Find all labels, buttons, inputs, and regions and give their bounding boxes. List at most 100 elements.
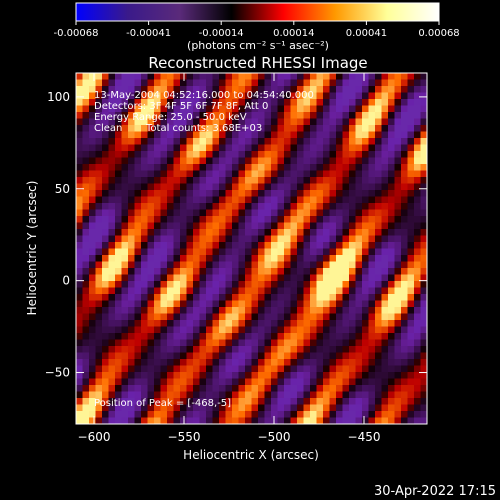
heatmap-cell bbox=[401, 125, 409, 133]
heatmap-cell bbox=[407, 157, 415, 165]
heatmap-cell bbox=[303, 320, 311, 328]
heatmap-cell bbox=[89, 359, 97, 367]
heatmap-cell bbox=[232, 216, 240, 224]
heatmap-cell bbox=[264, 326, 272, 334]
heatmap-cell bbox=[238, 326, 246, 334]
heatmap-cell bbox=[115, 352, 123, 360]
heatmap-cell bbox=[284, 177, 292, 185]
heatmap-cell bbox=[407, 79, 415, 87]
heatmap-cell bbox=[303, 112, 311, 120]
heatmap-cell bbox=[388, 365, 396, 373]
heatmap-cell bbox=[401, 196, 409, 204]
heatmap-cell bbox=[167, 417, 175, 424]
heatmap-cell bbox=[82, 359, 90, 367]
colorbar-tick-label: 0.00041 bbox=[346, 28, 387, 39]
heatmap-cell bbox=[141, 346, 149, 354]
heatmap-cell bbox=[284, 138, 292, 146]
heatmap-cell bbox=[89, 79, 97, 87]
heatmap-cell bbox=[186, 307, 194, 315]
heatmap-cell bbox=[342, 190, 350, 198]
heatmap-cell bbox=[141, 339, 149, 347]
heatmap-cell bbox=[381, 138, 389, 146]
heatmap-cell bbox=[238, 118, 246, 126]
heatmap-cell bbox=[323, 203, 331, 211]
heatmap-cell bbox=[362, 157, 370, 165]
heatmap-cell bbox=[180, 300, 188, 308]
heatmap-cell bbox=[219, 177, 227, 185]
heatmap-cell bbox=[381, 339, 389, 347]
heatmap-cell bbox=[225, 86, 233, 94]
heatmap-cell bbox=[173, 294, 181, 302]
heatmap-cell bbox=[128, 411, 136, 419]
heatmap-cell bbox=[336, 378, 344, 386]
heatmap-cell bbox=[128, 99, 136, 107]
heatmap-cell bbox=[349, 151, 357, 159]
heatmap-cell bbox=[186, 287, 194, 295]
heatmap-cell bbox=[206, 372, 214, 380]
heatmap-cell bbox=[362, 255, 370, 263]
heatmap-cell bbox=[271, 248, 279, 256]
heatmap-cell bbox=[420, 313, 427, 321]
heatmap-cell bbox=[258, 86, 266, 94]
heatmap-cell bbox=[245, 118, 253, 126]
heatmap-cell bbox=[342, 79, 350, 87]
heatmap-cell bbox=[121, 320, 129, 328]
heatmap-cell bbox=[160, 235, 168, 243]
heatmap-cell bbox=[290, 326, 298, 334]
heatmap-cell bbox=[89, 131, 97, 139]
heatmap-cell bbox=[401, 183, 409, 191]
heatmap-cell bbox=[89, 404, 97, 412]
heatmap-cell bbox=[407, 404, 415, 412]
heatmap-cell bbox=[206, 222, 214, 230]
heatmap-cell bbox=[297, 177, 305, 185]
heatmap-cell bbox=[173, 365, 181, 373]
heatmap-cell bbox=[316, 268, 324, 276]
heatmap-cell bbox=[290, 105, 298, 113]
heatmap-cell bbox=[160, 411, 168, 419]
heatmap-cell bbox=[76, 86, 84, 94]
heatmap-cell bbox=[141, 333, 149, 341]
heatmap-cell bbox=[329, 359, 337, 367]
heatmap-cell bbox=[264, 281, 272, 289]
heatmap-cell bbox=[95, 274, 103, 282]
heatmap-cell bbox=[102, 190, 110, 198]
heatmap-cell bbox=[121, 131, 129, 139]
heatmap-cell bbox=[95, 411, 103, 419]
heatmap-cell bbox=[310, 391, 318, 399]
heatmap-cell bbox=[193, 268, 201, 276]
heatmap-cell bbox=[394, 144, 402, 152]
heatmap-cell bbox=[193, 294, 201, 302]
heatmap-cell bbox=[147, 125, 155, 133]
heatmap-cell bbox=[284, 242, 292, 250]
heatmap-cell bbox=[310, 352, 318, 360]
heatmap-cell bbox=[121, 229, 129, 237]
heatmap-cell bbox=[128, 235, 136, 243]
heatmap-cell bbox=[89, 216, 97, 224]
heatmap-cell bbox=[362, 196, 370, 204]
heatmap-cell bbox=[394, 274, 402, 282]
heatmap-cell bbox=[95, 196, 103, 204]
heatmap-cell bbox=[303, 313, 311, 321]
heatmap-cell bbox=[251, 229, 259, 237]
heatmap-cell bbox=[251, 359, 259, 367]
heatmap-cell bbox=[95, 307, 103, 315]
heatmap-cell bbox=[323, 248, 331, 256]
heatmap-cell bbox=[277, 79, 285, 87]
heatmap-cell bbox=[336, 183, 344, 191]
heatmap-cell bbox=[336, 339, 344, 347]
heatmap-cell bbox=[303, 118, 311, 126]
heatmap-cell bbox=[414, 242, 422, 250]
heatmap-cell bbox=[173, 203, 181, 211]
heatmap-cell bbox=[160, 105, 168, 113]
heatmap-cell bbox=[154, 261, 162, 269]
heatmap-cell bbox=[141, 157, 149, 165]
heatmap-cell bbox=[342, 333, 350, 341]
heatmap-cell bbox=[141, 391, 149, 399]
heatmap-cell bbox=[147, 131, 155, 139]
heatmap-cell bbox=[115, 183, 123, 191]
heatmap-cell bbox=[290, 157, 298, 165]
heatmap-cell bbox=[102, 229, 110, 237]
heatmap-cell bbox=[82, 404, 90, 412]
heatmap-cell bbox=[284, 326, 292, 334]
heatmap-cell bbox=[232, 242, 240, 250]
